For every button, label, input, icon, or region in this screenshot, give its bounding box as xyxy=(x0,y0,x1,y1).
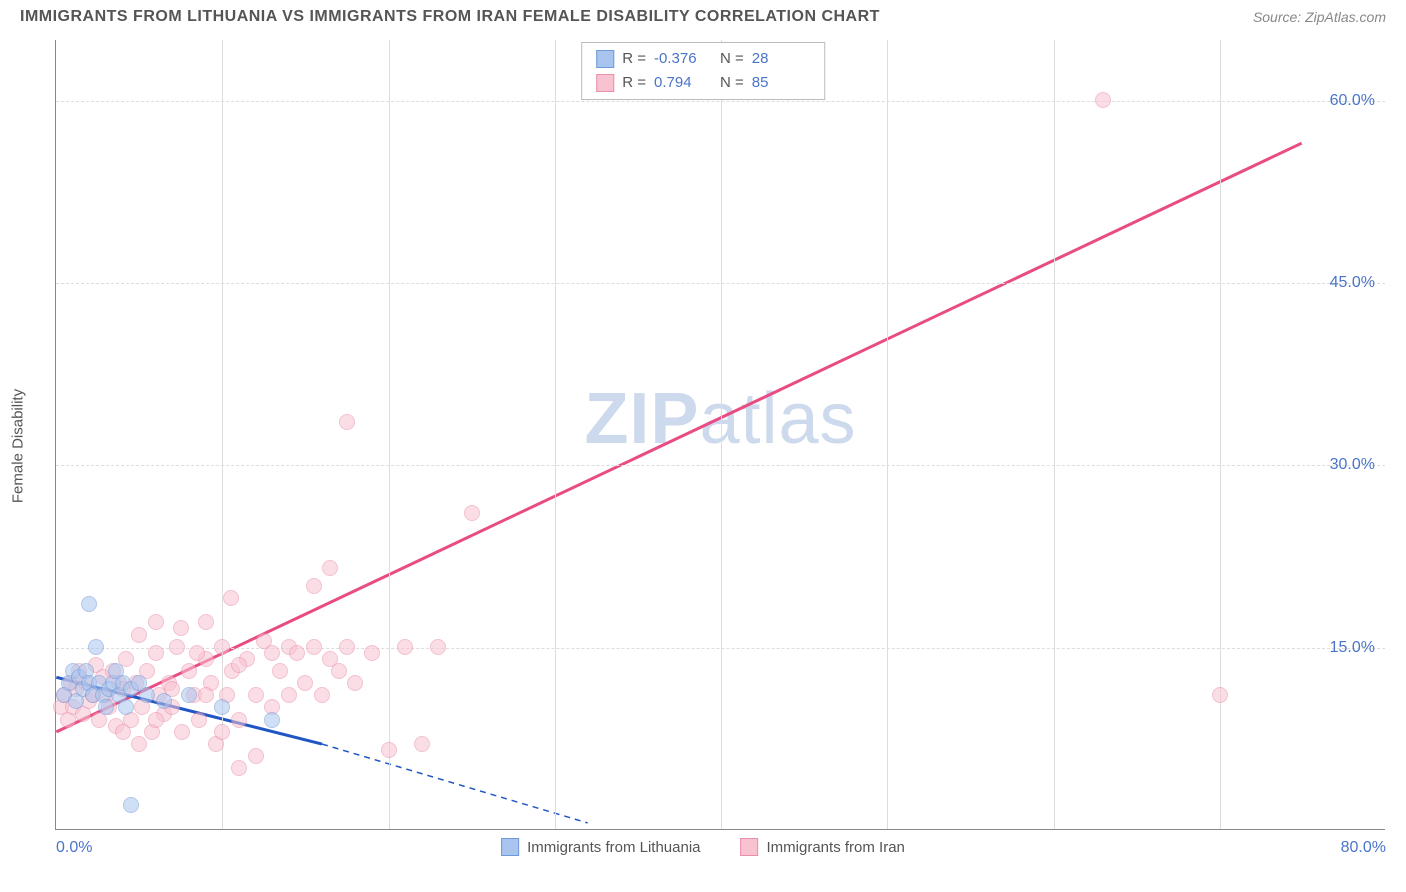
swatch-series2 xyxy=(741,838,759,856)
scatter-point-series1 xyxy=(98,699,114,715)
gridline-v xyxy=(1220,40,1221,829)
stats-row-1: R = -0.376 N = 28 xyxy=(596,47,810,71)
y-axis-label: Female Disability xyxy=(10,389,27,503)
scatter-point-series2 xyxy=(231,760,247,776)
scatter-point-series2 xyxy=(339,414,355,430)
scatter-point-series2 xyxy=(131,627,147,643)
scatter-point-series2 xyxy=(231,657,247,673)
scatter-point-series2 xyxy=(297,675,313,691)
stat-n-label: N = xyxy=(720,71,744,95)
stat-r-value-1: -0.376 xyxy=(654,47,712,71)
scatter-point-series2 xyxy=(364,645,380,661)
scatter-point-series2 xyxy=(322,560,338,576)
scatter-point-series2 xyxy=(347,675,363,691)
scatter-point-series1 xyxy=(118,699,134,715)
stat-n-label: N = xyxy=(720,47,744,71)
scatter-point-series2 xyxy=(414,736,430,752)
scatter-point-series1 xyxy=(88,639,104,655)
scatter-point-series1 xyxy=(156,693,172,709)
swatch-series1 xyxy=(596,50,614,68)
y-tick-label: 45.0% xyxy=(1330,274,1375,292)
stat-n-value-2: 85 xyxy=(752,71,810,95)
scatter-point-series2 xyxy=(248,748,264,764)
chart-plot-area: ZIPatlas 15.0%30.0%45.0%60.0%0.0%80.0% xyxy=(55,40,1385,830)
swatch-series1 xyxy=(501,838,519,856)
y-tick-label: 30.0% xyxy=(1330,456,1375,474)
scatter-point-series1 xyxy=(214,699,230,715)
gridline-v xyxy=(721,40,722,829)
gridline-v xyxy=(1054,40,1055,829)
scatter-point-series2 xyxy=(231,712,247,728)
scatter-point-series2 xyxy=(198,687,214,703)
scatter-point-series2 xyxy=(381,742,397,758)
scatter-point-series1 xyxy=(81,596,97,612)
scatter-point-series2 xyxy=(464,505,480,521)
scatter-point-series2 xyxy=(115,724,131,740)
scatter-point-series2 xyxy=(148,712,164,728)
scatter-point-series2 xyxy=(174,724,190,740)
legend-bottom: Immigrants from Lithuania Immigrants fro… xyxy=(501,838,905,856)
scatter-point-series2 xyxy=(169,639,185,655)
scatter-point-series2 xyxy=(306,578,322,594)
gridline-v xyxy=(389,40,390,829)
scatter-point-series2 xyxy=(339,639,355,655)
watermark-rest: atlas xyxy=(699,379,856,459)
swatch-series2 xyxy=(596,74,614,92)
stat-r-value-2: 0.794 xyxy=(654,71,712,95)
x-tick-label: 0.0% xyxy=(56,839,92,857)
scatter-point-series2 xyxy=(306,639,322,655)
scatter-point-series2 xyxy=(148,614,164,630)
scatter-point-series2 xyxy=(264,645,280,661)
scatter-point-series2 xyxy=(281,687,297,703)
scatter-point-series1 xyxy=(123,797,139,813)
stats-legend-box: R = -0.376 N = 28 R = 0.794 N = 85 xyxy=(581,42,825,100)
scatter-point-series2 xyxy=(331,663,347,679)
scatter-point-series1 xyxy=(264,712,280,728)
scatter-point-series2 xyxy=(191,712,207,728)
x-tick-label: 80.0% xyxy=(1341,839,1386,857)
scatter-point-series2 xyxy=(189,645,205,661)
scatter-point-series2 xyxy=(289,645,305,661)
scatter-point-series2 xyxy=(314,687,330,703)
legend-label-1: Immigrants from Lithuania xyxy=(527,839,700,856)
scatter-point-series2 xyxy=(214,639,230,655)
y-tick-label: 15.0% xyxy=(1330,639,1375,657)
legend-item-1: Immigrants from Lithuania xyxy=(501,838,700,856)
watermark-bold: ZIP xyxy=(584,379,699,459)
scatter-point-series1 xyxy=(181,687,197,703)
scatter-point-series1 xyxy=(139,687,155,703)
legend-label-2: Immigrants from Iran xyxy=(767,839,905,856)
gridline-v xyxy=(887,40,888,829)
stat-r-label: R = xyxy=(622,71,646,95)
stat-r-label: R = xyxy=(622,47,646,71)
source-label: Source: ZipAtlas.com xyxy=(1253,9,1386,25)
scatter-point-series2 xyxy=(223,590,239,606)
chart-title: IMMIGRANTS FROM LITHUANIA VS IMMIGRANTS … xyxy=(20,8,880,26)
scatter-point-series2 xyxy=(1095,92,1111,108)
scatter-point-series2 xyxy=(173,620,189,636)
scatter-point-series2 xyxy=(1212,687,1228,703)
legend-item-2: Immigrants from Iran xyxy=(741,838,905,856)
y-tick-label: 60.0% xyxy=(1330,92,1375,110)
scatter-point-series2 xyxy=(430,639,446,655)
scatter-point-series2 xyxy=(214,724,230,740)
scatter-point-series2 xyxy=(181,663,197,679)
scatter-point-series2 xyxy=(131,736,147,752)
stats-row-2: R = 0.794 N = 85 xyxy=(596,71,810,95)
stat-n-value-1: 28 xyxy=(752,47,810,71)
gridline-v xyxy=(555,40,556,829)
scatter-point-series2 xyxy=(397,639,413,655)
scatter-point-series2 xyxy=(272,663,288,679)
scatter-point-series2 xyxy=(248,687,264,703)
scatter-point-series2 xyxy=(198,614,214,630)
scatter-point-series2 xyxy=(148,645,164,661)
